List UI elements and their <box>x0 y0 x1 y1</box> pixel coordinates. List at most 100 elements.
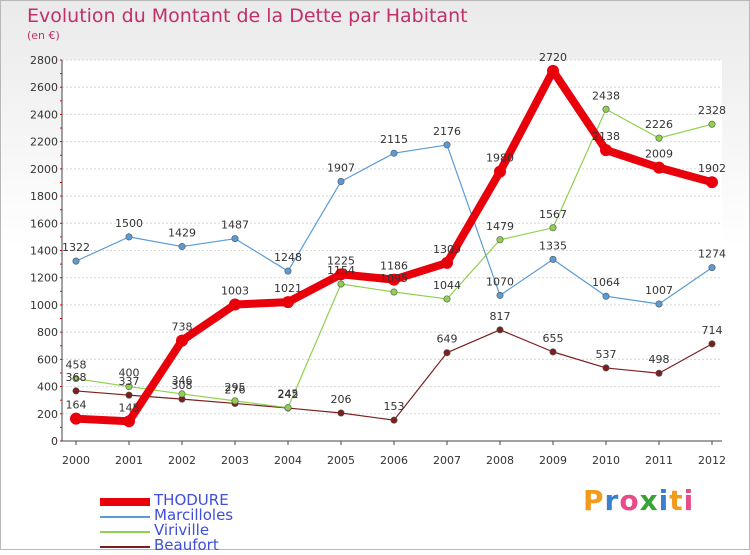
data-label: 245 <box>278 388 299 401</box>
data-label: 1902 <box>698 162 726 175</box>
data-label: 1907 <box>327 162 355 175</box>
data-label: 2176 <box>433 125 461 138</box>
data-label: 242 <box>278 388 299 401</box>
y-tick-label: 1800 <box>30 190 58 203</box>
data-point <box>496 291 504 299</box>
data-label: 1021 <box>274 282 302 295</box>
y-tick-label: 600 <box>37 353 58 366</box>
x-tick-label: 2005 <box>327 454 355 467</box>
data-point <box>390 288 398 296</box>
data-point <box>123 415 135 428</box>
data-label: 2009 <box>645 148 673 161</box>
data-point <box>549 348 557 356</box>
data-label: 368 <box>66 371 87 384</box>
data-label: 308 <box>172 379 193 392</box>
data-label: 1980 <box>486 152 514 165</box>
data-label: 1335 <box>539 239 567 252</box>
data-point <box>178 243 186 251</box>
data-point <box>337 280 345 288</box>
legend-swatch <box>100 531 150 533</box>
data-point <box>284 267 292 275</box>
data-point <box>390 416 398 424</box>
data-point <box>231 397 239 405</box>
y-tick-label: 1400 <box>30 245 58 258</box>
x-tick-label: 2009 <box>539 454 567 467</box>
x-tick-label: 2011 <box>645 454 673 467</box>
x-tick-label: 2000 <box>62 454 90 467</box>
data-point <box>653 161 665 174</box>
data-label: 1429 <box>168 227 196 240</box>
y-tick-label: 2600 <box>30 81 58 94</box>
data-label: 153 <box>384 400 405 413</box>
data-point <box>602 292 610 300</box>
data-label: 1248 <box>274 251 302 264</box>
data-point <box>496 236 504 244</box>
data-label: 1154 <box>327 264 355 277</box>
chart-title: Evolution du Montant de la Dette par Hab… <box>27 5 468 27</box>
data-point <box>708 120 716 128</box>
data-label: 1044 <box>433 279 461 292</box>
legend-swatch <box>100 546 150 548</box>
data-label: 337 <box>119 375 140 388</box>
data-point <box>655 134 663 142</box>
data-label: 1095 <box>380 272 408 285</box>
data-point <box>282 296 294 309</box>
y-tick-label: 200 <box>37 408 58 421</box>
data-label: 2115 <box>380 133 408 146</box>
y-tick-label: 800 <box>37 326 58 339</box>
x-tick-label: 2004 <box>274 454 302 467</box>
data-point <box>125 233 133 241</box>
data-point <box>443 349 451 357</box>
data-point <box>443 295 451 303</box>
legend-label: Beaufort <box>154 536 219 554</box>
legend-label: Viriville <box>154 521 210 539</box>
data-point <box>708 340 716 348</box>
y-tick-label: 2000 <box>30 163 58 176</box>
data-point <box>602 364 610 372</box>
legend-label: THODURE <box>154 491 229 509</box>
x-tick-label: 2002 <box>168 454 196 467</box>
data-label: 2226 <box>645 118 673 131</box>
y-tick-label: 1200 <box>30 272 58 285</box>
data-label: 458 <box>66 359 87 372</box>
data-point <box>655 300 663 308</box>
data-point <box>655 369 663 377</box>
legend-swatch <box>100 498 150 506</box>
data-label: 1070 <box>486 275 514 288</box>
data-label: 276 <box>225 383 246 396</box>
x-tick-label: 2006 <box>380 454 408 467</box>
y-tick-label: 0 <box>51 435 58 448</box>
data-label: 1064 <box>592 276 620 289</box>
data-point <box>496 326 504 334</box>
y-tick-label: 1600 <box>30 217 58 230</box>
data-point <box>70 412 82 425</box>
data-label: 655 <box>543 332 564 345</box>
data-point <box>388 273 400 286</box>
x-tick-label: 2010 <box>592 454 620 467</box>
data-label: 164 <box>66 399 87 412</box>
data-label: 1007 <box>645 284 673 297</box>
chart-subtitle: (en €) <box>27 29 60 42</box>
data-point <box>72 257 80 265</box>
legend-swatch <box>100 516 150 518</box>
data-point <box>390 149 398 157</box>
data-label: 295 <box>225 381 246 394</box>
data-label: 498 <box>649 353 670 366</box>
data-point <box>229 298 241 311</box>
x-tick-label: 2003 <box>221 454 249 467</box>
data-label: 145 <box>119 401 140 414</box>
data-label: 1225 <box>327 254 355 267</box>
data-label: 1567 <box>539 208 567 221</box>
data-label: 1487 <box>221 219 249 232</box>
data-label: 817 <box>490 310 511 323</box>
data-label: 1322 <box>62 241 90 254</box>
data-label: 2438 <box>592 89 620 102</box>
data-label: 206 <box>331 393 352 406</box>
data-point <box>231 235 239 243</box>
data-point <box>125 391 133 399</box>
data-point <box>176 334 188 347</box>
data-label: 1003 <box>221 285 249 298</box>
y-tick-label: 2200 <box>30 136 58 149</box>
x-tick-label: 2007 <box>433 454 461 467</box>
